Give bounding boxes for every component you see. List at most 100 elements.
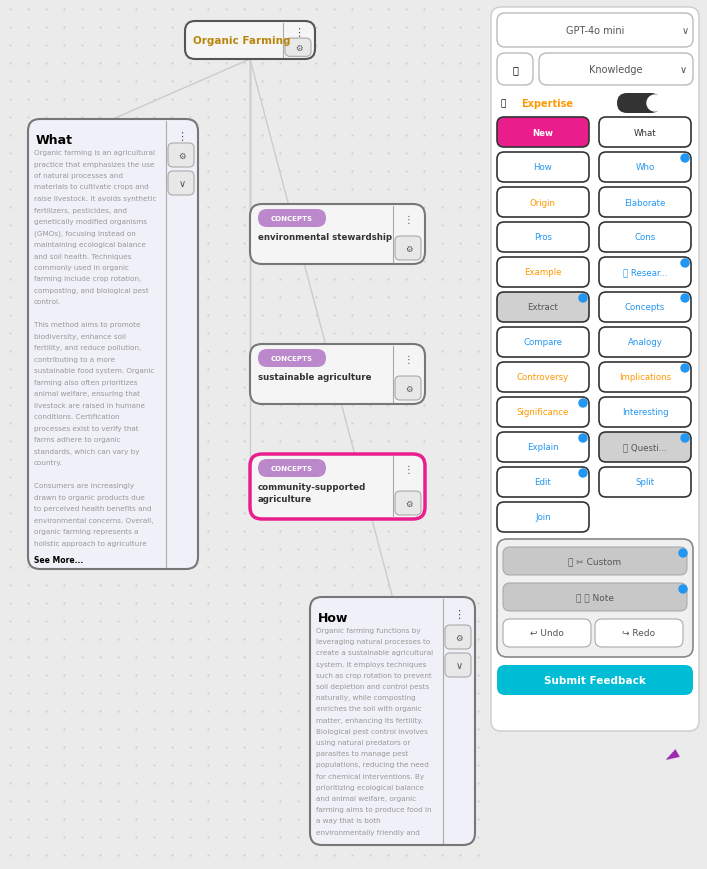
- Text: system. It employs techniques: system. It employs techniques: [316, 660, 426, 667]
- Text: ⋮: ⋮: [404, 464, 414, 474]
- Text: See More...: See More...: [34, 555, 83, 564]
- Circle shape: [579, 400, 587, 408]
- Text: (GMOs), focusing instead on: (GMOs), focusing instead on: [34, 230, 136, 236]
- Text: Split: Split: [636, 478, 655, 487]
- Text: farms adhere to organic: farms adhere to organic: [34, 437, 121, 443]
- Text: organic farming represents a: organic farming represents a: [34, 529, 139, 535]
- FancyBboxPatch shape: [497, 258, 589, 288]
- FancyBboxPatch shape: [497, 397, 589, 428]
- Text: naturally, while composting: naturally, while composting: [316, 694, 416, 700]
- FancyBboxPatch shape: [168, 144, 194, 168]
- Circle shape: [681, 155, 689, 163]
- FancyBboxPatch shape: [310, 597, 475, 845]
- Text: 🔒 Questi...: 🔒 Questi...: [623, 443, 667, 452]
- Text: Knowledge: Knowledge: [589, 65, 643, 75]
- FancyBboxPatch shape: [497, 433, 589, 462]
- Text: environmentally friendly and: environmentally friendly and: [316, 829, 420, 834]
- Text: Edit: Edit: [534, 478, 551, 487]
- Text: What: What: [633, 129, 656, 137]
- Text: fertilizers, pesticides, and: fertilizers, pesticides, and: [34, 208, 127, 213]
- Text: Controversy: Controversy: [517, 373, 569, 382]
- Text: farming also often prioritizes: farming also often prioritizes: [34, 380, 138, 386]
- Text: holistic approach to agriculture: holistic approach to agriculture: [34, 541, 147, 547]
- Text: parasites to manage pest: parasites to manage pest: [316, 750, 409, 756]
- FancyBboxPatch shape: [497, 188, 589, 218]
- Text: fertility, and reduce pollution,: fertility, and reduce pollution,: [34, 345, 141, 351]
- FancyBboxPatch shape: [599, 468, 691, 497]
- Text: How: How: [318, 611, 349, 624]
- Text: ⋮: ⋮: [453, 609, 464, 620]
- Text: Organic farming functions by: Organic farming functions by: [316, 627, 421, 634]
- Circle shape: [681, 260, 689, 268]
- Text: soil depletion and control pests: soil depletion and control pests: [316, 683, 429, 689]
- Text: processes exist to verify that: processes exist to verify that: [34, 426, 139, 432]
- FancyBboxPatch shape: [503, 547, 687, 575]
- Text: Interesting: Interesting: [621, 408, 668, 417]
- Text: standards, which can vary by: standards, which can vary by: [34, 448, 139, 454]
- Text: livestock are raised in humane: livestock are raised in humane: [34, 402, 145, 408]
- Text: a way that is both: a way that is both: [316, 818, 380, 824]
- Text: community-supported
agriculture: community-supported agriculture: [258, 482, 366, 503]
- Text: farming aims to produce food in: farming aims to produce food in: [316, 806, 431, 813]
- Text: commonly used in organic: commonly used in organic: [34, 265, 129, 270]
- Text: Origin: Origin: [530, 198, 556, 208]
- FancyBboxPatch shape: [497, 666, 693, 695]
- Text: Example: Example: [525, 269, 562, 277]
- Text: for chemical interventions. By: for chemical interventions. By: [316, 773, 424, 779]
- FancyBboxPatch shape: [497, 328, 589, 357]
- Text: ⚙: ⚙: [405, 384, 413, 393]
- FancyBboxPatch shape: [599, 433, 691, 462]
- Text: Extract: Extract: [527, 303, 559, 312]
- Text: Analogy: Analogy: [628, 338, 662, 347]
- FancyBboxPatch shape: [503, 620, 591, 647]
- Circle shape: [681, 434, 689, 442]
- Text: populations, reducing the need: populations, reducing the need: [316, 761, 429, 767]
- Text: ◄: ◄: [662, 743, 682, 766]
- Text: 🔒 📄 Note: 🔒 📄 Note: [576, 593, 614, 602]
- Text: enriches the soil with organic: enriches the soil with organic: [316, 706, 422, 712]
- Circle shape: [681, 295, 689, 302]
- FancyBboxPatch shape: [539, 54, 693, 86]
- Text: contributing to a more: contributing to a more: [34, 356, 115, 362]
- Circle shape: [681, 365, 689, 373]
- Circle shape: [579, 295, 587, 302]
- Text: environmental stewardship: environmental stewardship: [258, 233, 392, 242]
- Text: ∨: ∨: [679, 65, 686, 75]
- Text: ↩ Undo: ↩ Undo: [530, 629, 564, 638]
- FancyBboxPatch shape: [599, 328, 691, 357]
- Text: to perceived health benefits and: to perceived health benefits and: [34, 506, 151, 512]
- Circle shape: [647, 96, 663, 112]
- Text: ∨: ∨: [682, 26, 689, 36]
- Text: ⚙: ⚙: [455, 633, 463, 642]
- Text: ⚙: ⚙: [405, 499, 413, 507]
- FancyBboxPatch shape: [258, 209, 326, 228]
- Text: of natural processes and: of natural processes and: [34, 173, 123, 179]
- Text: New: New: [532, 129, 554, 137]
- Text: create a sustainable agricultural: create a sustainable agricultural: [316, 650, 433, 655]
- Text: Significance: Significance: [517, 408, 569, 417]
- FancyBboxPatch shape: [395, 492, 421, 515]
- Text: genetically modified organisms: genetically modified organisms: [34, 219, 147, 225]
- Text: Organic Farming: Organic Farming: [193, 36, 291, 46]
- FancyBboxPatch shape: [491, 8, 699, 731]
- Text: sustainable food system. Organic: sustainable food system. Organic: [34, 368, 154, 374]
- FancyBboxPatch shape: [395, 376, 421, 401]
- FancyBboxPatch shape: [617, 94, 661, 114]
- Text: ∨: ∨: [455, 660, 462, 670]
- FancyBboxPatch shape: [599, 362, 691, 393]
- Text: materials to cultivate crops and: materials to cultivate crops and: [34, 184, 148, 190]
- Text: Join: Join: [535, 513, 551, 522]
- FancyBboxPatch shape: [497, 14, 693, 48]
- Text: ⋮: ⋮: [177, 132, 187, 142]
- Text: drawn to organic products due: drawn to organic products due: [34, 494, 145, 501]
- Text: Compare: Compare: [523, 338, 563, 347]
- Text: 🔍: 🔍: [512, 65, 518, 75]
- FancyBboxPatch shape: [497, 540, 693, 657]
- FancyBboxPatch shape: [497, 468, 589, 497]
- Text: conditions. Certification: conditions. Certification: [34, 414, 119, 420]
- Text: animal welfare, ensuring that: animal welfare, ensuring that: [34, 391, 140, 397]
- Text: Implications: Implications: [619, 373, 671, 382]
- Text: and animal welfare, organic: and animal welfare, organic: [316, 795, 416, 801]
- Text: ⋮: ⋮: [404, 215, 414, 225]
- Circle shape: [579, 434, 587, 442]
